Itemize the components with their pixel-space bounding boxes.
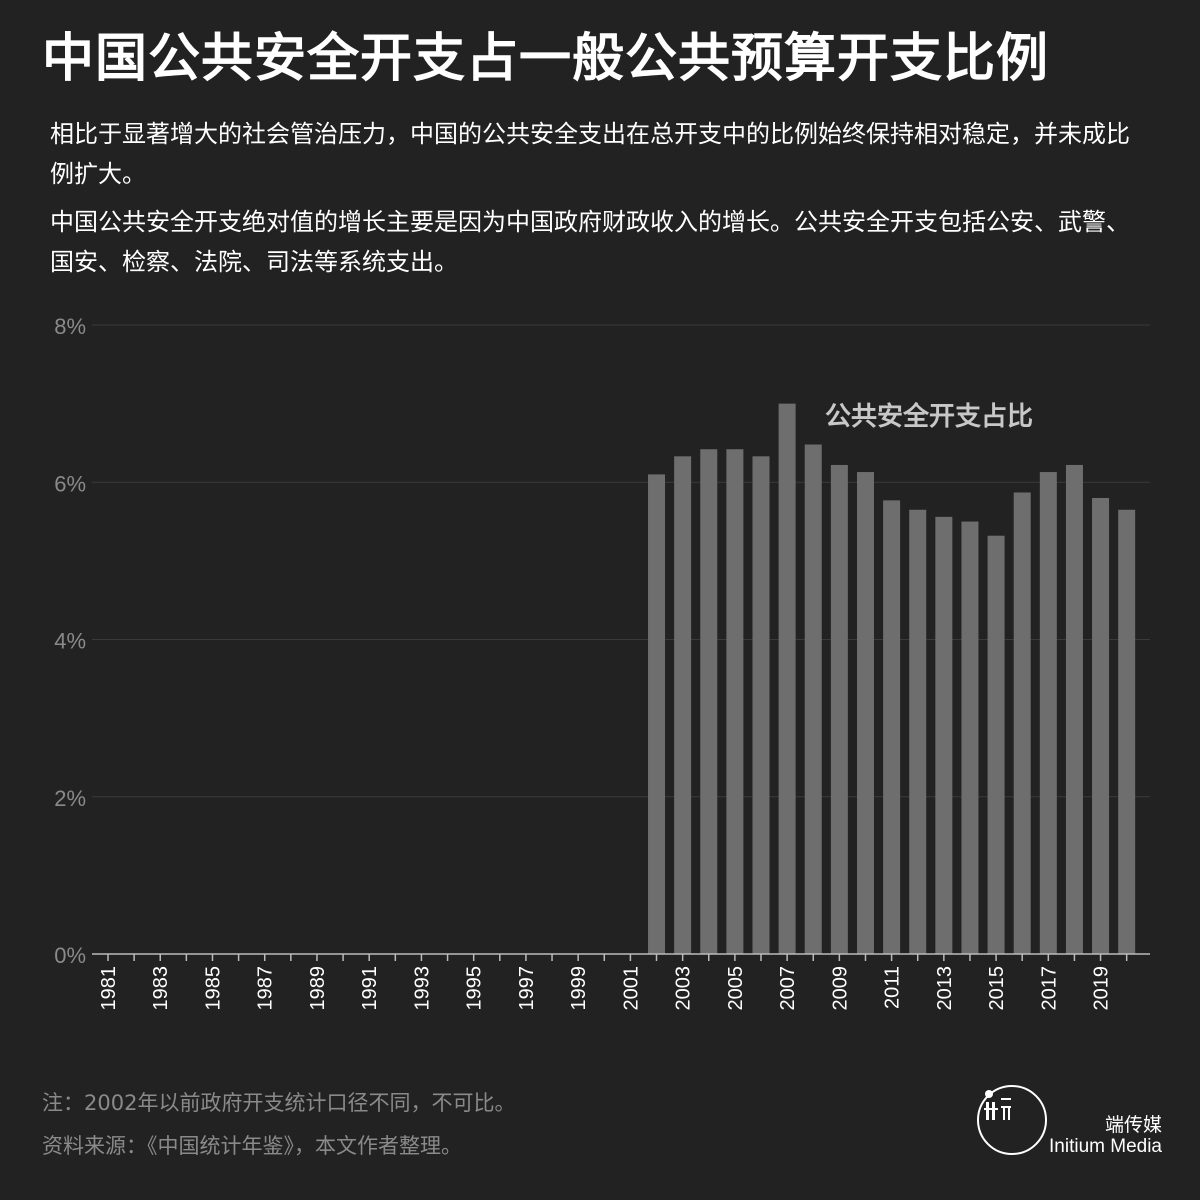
- x-tick-label: 1993: [411, 966, 433, 1011]
- x-tick-label: 2017: [1038, 966, 1060, 1011]
- initium-logo-icon: [977, 1085, 1047, 1155]
- y-tick-label: 8%: [54, 314, 86, 339]
- footnote: 注：2002年以前政府开支统计口径不同，不可比。: [42, 1091, 516, 1115]
- x-tick-label: 2005: [725, 966, 747, 1011]
- x-tick-label: 1999: [568, 966, 590, 1011]
- brand-name-en: Initium Media: [1049, 1136, 1162, 1157]
- bar-2002: [648, 474, 666, 954]
- bar-2020: [1118, 509, 1136, 954]
- bar-2003: [674, 456, 692, 954]
- x-tick-label: 1981: [98, 966, 120, 1011]
- description-paragraph-1: 相比于显著增大的社会管治压力，中国的公共安全支出在总开支中的比例始终保持相对稳定…: [50, 120, 1130, 188]
- bar-2010: [856, 472, 874, 954]
- x-tick-label: 2001: [620, 966, 642, 1011]
- y-tick-label: 2%: [54, 786, 86, 811]
- chart-bars: [648, 403, 1136, 954]
- bar-2009: [830, 464, 848, 954]
- bar-2007: [778, 403, 796, 954]
- x-tick-label: 2009: [829, 966, 851, 1011]
- x-tick-label: 1987: [255, 966, 277, 1011]
- y-tick-label: 4%: [54, 629, 86, 654]
- x-tick-label: 2019: [1091, 966, 1113, 1011]
- bar-2019: [1092, 497, 1110, 954]
- x-tick-label: 2015: [986, 966, 1008, 1011]
- x-tick-label: 2007: [777, 966, 799, 1011]
- bar-2006: [752, 456, 770, 954]
- page-title: 中国公共安全开支占一般公共预算开支比例: [42, 29, 1050, 89]
- y-tick-label: 6%: [54, 471, 86, 496]
- x-tick-label: 1991: [359, 966, 381, 1011]
- x-tick-label: 2003: [673, 966, 695, 1011]
- x-tick-label: 2011: [882, 966, 904, 1009]
- series-label: 公共安全开支占比: [825, 401, 1033, 432]
- x-tick-label: 1985: [202, 966, 224, 1011]
- bar-2013: [935, 516, 953, 954]
- x-tick-label: 1997: [516, 966, 538, 1011]
- bar-2018: [1065, 464, 1083, 954]
- bar-2011: [883, 500, 901, 954]
- bar-2015: [987, 535, 1005, 954]
- x-tick-label: 1989: [307, 966, 329, 1011]
- bar-2012: [909, 509, 927, 954]
- source-note: 资料来源：《中国统计年鉴》，本文作者整理。: [42, 1134, 462, 1158]
- x-tick-label: 2013: [934, 966, 956, 1011]
- bar-2017: [1039, 472, 1057, 954]
- chart-axes: 0% 2% 4% 6% 8% 1981 1983 1985 1987 1989 1991 1993 19…: [54, 314, 1150, 1011]
- brand-name-cn: 端传媒: [1104, 1114, 1162, 1136]
- bar-chart: 0% 2% 4% 6% 8% 1981 1983 1985 1987 1989 1991 1993 19…: [54, 314, 1150, 1011]
- bar-2008: [804, 444, 822, 954]
- bar-2004: [700, 449, 718, 954]
- bar-2005: [726, 449, 744, 954]
- x-tick-label: 1995: [464, 966, 486, 1011]
- bar-2014: [961, 521, 979, 954]
- bar-2016: [1013, 492, 1031, 954]
- y-tick-label: 0%: [54, 943, 86, 968]
- x-tick-label: 1983: [150, 966, 172, 1011]
- description-paragraph-2: 中国公共安全开支绝对值的增长主要是因为中国政府财政收入的增长。公共安全开支包括公…: [50, 208, 1130, 276]
